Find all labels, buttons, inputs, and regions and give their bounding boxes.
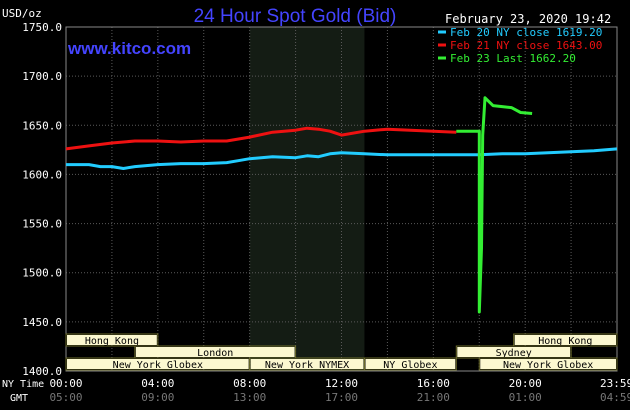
y-tick-label: 1650.0 — [22, 119, 62, 132]
x-tick-label-ny: 23:59 — [600, 377, 630, 390]
series-line-2 — [65, 126, 457, 151]
legend-entry: Feb 20 NY close 1619.20 — [450, 26, 602, 39]
x-tick-label-ny: 12:00 — [325, 377, 358, 390]
session-fill — [250, 359, 364, 369]
session-label: New York Globex — [503, 360, 593, 371]
session-fill — [514, 335, 616, 345]
x-tick-label-gmt: 13:00 — [233, 391, 266, 404]
shaded-session-region — [249, 27, 365, 371]
y-tick-label: 1750.0 — [22, 21, 62, 34]
legend-entry: Feb 21 NY close 1643.00 — [450, 39, 602, 52]
session-fill — [135, 347, 295, 357]
y-unit-label: USD/oz — [2, 7, 42, 20]
x-tick-label-ny: 20:00 — [509, 377, 542, 390]
x-tick-label-ny: 00:00 — [49, 377, 82, 390]
y-tick-label: 1500.0 — [22, 267, 62, 280]
x-tick-label-ny: 04:00 — [141, 377, 174, 390]
session-label: New York NYMEX — [265, 360, 349, 371]
session-label: Hong Kong — [538, 336, 592, 347]
session-bar — [478, 357, 618, 371]
session-label: London — [197, 348, 233, 359]
y-tick-label: 1550.0 — [22, 218, 62, 231]
session-bar — [65, 333, 159, 347]
series-line-3 — [456, 96, 533, 314]
x-tick-label-ny: 16:00 — [417, 377, 450, 390]
y-tick-label: 1450.0 — [22, 316, 62, 329]
x-tick-label-gmt: 04:59 — [600, 391, 630, 404]
chart-title: 24 Hour Spot Gold (Bid) — [194, 6, 397, 27]
x-tick-label-gmt: 09:00 — [141, 391, 174, 404]
session-fill — [67, 359, 249, 369]
session-label: Hong Kong — [85, 336, 139, 347]
session-fill — [67, 335, 157, 345]
x-tick-label-gmt: 05:00 — [49, 391, 82, 404]
site-watermark: www.kitco.com — [67, 39, 191, 58]
session-label: NY Globex — [383, 360, 437, 371]
x-tick-label-gmt: 21:00 — [417, 391, 450, 404]
session-label: Sydney — [496, 348, 532, 359]
legend-entry: Feb 23 Last 1662.20 — [450, 52, 576, 65]
session-fill — [480, 359, 616, 369]
x-tick-label-ny: 08:00 — [233, 377, 266, 390]
session-label: New York Globex — [113, 360, 203, 371]
x-tick-label-gmt: 01:00 — [509, 391, 542, 404]
session-bar — [363, 357, 457, 371]
y-tick-label: 1700.0 — [22, 70, 62, 83]
x-row-label-ny: NY Time — [2, 379, 44, 390]
x-row-label-gmt: GMT — [10, 393, 28, 404]
date-stamp: February 23, 2020 19:42 — [445, 12, 611, 26]
series-line-1 — [66, 147, 618, 170]
y-tick-label: 1400.0 — [22, 365, 62, 378]
plot-frame — [65, 26, 618, 372]
session-fill — [457, 347, 571, 357]
y-tick-label: 1600.0 — [22, 168, 62, 181]
x-tick-label-gmt: 17:00 — [325, 391, 358, 404]
session-fill — [365, 359, 456, 369]
